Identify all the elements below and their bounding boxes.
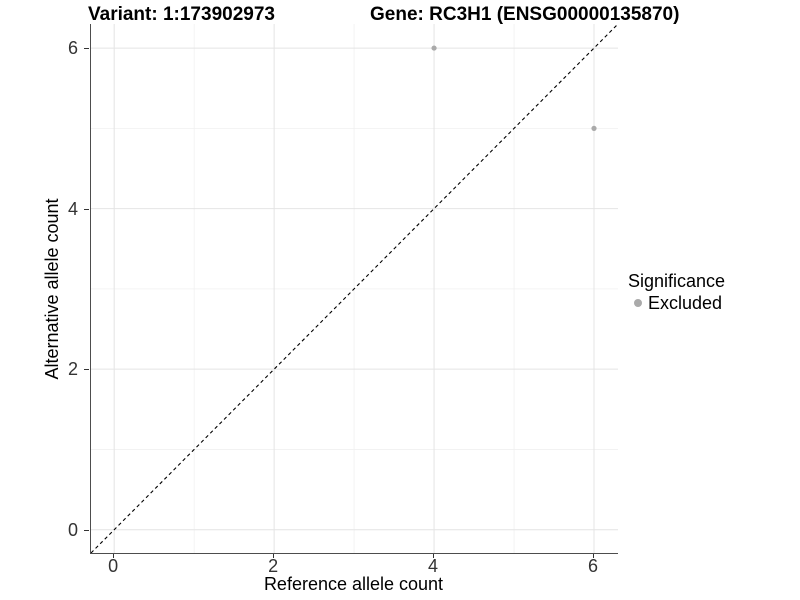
x-tick-label: 6 bbox=[587, 556, 598, 576]
x-axis-title: Reference allele count bbox=[263, 574, 444, 594]
legend-point-icon bbox=[634, 299, 642, 307]
y-tick-label: 6 bbox=[67, 38, 78, 59]
plot-panel bbox=[90, 24, 618, 554]
legend-title: Significance bbox=[628, 271, 726, 291]
data-point bbox=[431, 45, 437, 51]
x-tick-mark bbox=[113, 554, 115, 558]
plot-title-gene: Gene: RC3H1 (ENSG00000135870) bbox=[370, 4, 680, 25]
y-tick-label: 4 bbox=[67, 198, 78, 219]
legend-item-excluded: Excluded bbox=[634, 293, 725, 313]
plot-title-variant: Variant: 1:173902973 bbox=[88, 4, 275, 25]
identity-dashed-line bbox=[91, 24, 618, 553]
x-tick-label: 2 bbox=[268, 556, 279, 576]
x-tick-mark bbox=[273, 554, 275, 558]
x-tick-label: 0 bbox=[108, 556, 119, 576]
data-point bbox=[591, 125, 597, 131]
legend-item-label: Excluded bbox=[648, 293, 723, 313]
x-tick-mark bbox=[593, 554, 594, 558]
legend: Significance Excluded bbox=[628, 270, 725, 313]
y-tick-label: 0 bbox=[67, 519, 78, 540]
x-tick-mark bbox=[433, 554, 435, 558]
x-tick-label: 4 bbox=[428, 556, 439, 576]
plot-area bbox=[91, 24, 618, 553]
y-tick-mark bbox=[84, 369, 89, 371]
y-axis-title: Alternative allele count bbox=[42, 198, 62, 380]
y-tick-label: 2 bbox=[67, 359, 78, 380]
y-tick-mark bbox=[84, 208, 89, 210]
y-tick-mark bbox=[84, 529, 89, 531]
y-tick-mark bbox=[84, 48, 89, 50]
